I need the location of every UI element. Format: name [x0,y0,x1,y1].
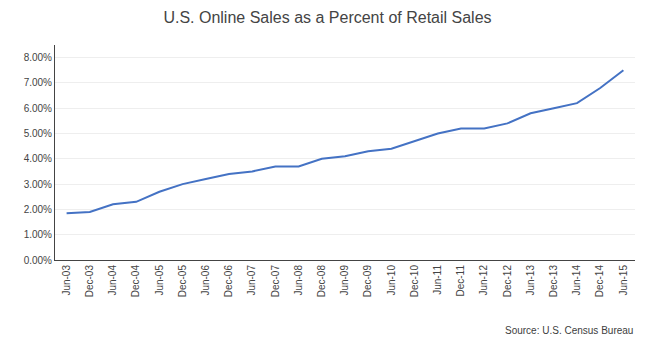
svg-text:Dec-03: Dec-03 [84,265,95,298]
svg-text:Dec-04: Dec-04 [130,265,141,298]
svg-text:Jun-06: Jun-06 [200,265,211,296]
svg-text:5.00%: 5.00% [24,128,52,139]
svg-text:Jun-08: Jun-08 [293,265,304,296]
svg-text:Jun-07: Jun-07 [246,265,257,296]
svg-text:Dec-13: Dec-13 [548,265,559,298]
svg-text:Dec-11: Dec-11 [455,265,466,297]
svg-text:Dec-05: Dec-05 [177,265,188,298]
svg-text:Jun-13: Jun-13 [525,265,536,296]
svg-text:Dec-07: Dec-07 [270,265,281,298]
svg-text:Dec-09: Dec-09 [362,265,373,298]
svg-text:3.00%: 3.00% [24,179,52,190]
svg-text:Jun-10: Jun-10 [386,265,397,296]
svg-text:0.00%: 0.00% [24,255,52,266]
svg-text:Jun-05: Jun-05 [154,265,165,296]
svg-text:8.00%: 8.00% [24,52,52,63]
svg-text:Jun-03: Jun-03 [61,265,72,296]
svg-text:4.00%: 4.00% [24,153,52,164]
svg-text:Dec-10: Dec-10 [409,265,420,298]
svg-text:1.00%: 1.00% [24,229,52,240]
svg-text:Jun-11: Jun-11 [432,265,443,295]
svg-text:2.00%: 2.00% [24,204,52,215]
svg-text:Dec-08: Dec-08 [316,265,327,298]
svg-text:Jun-04: Jun-04 [107,265,118,296]
svg-text:Dec-06: Dec-06 [223,265,234,298]
svg-text:Dec-14: Dec-14 [594,265,605,298]
svg-text:Jun-12: Jun-12 [478,265,489,296]
svg-text:Jun-09: Jun-09 [339,265,350,296]
svg-text:U.S. Online Sales as a Percent: U.S. Online Sales as a Percent of Retail… [163,9,491,26]
svg-text:Source: U.S. Census Bureau: Source: U.S. Census Bureau [505,325,633,336]
svg-text:Jun-15: Jun-15 [618,265,629,296]
svg-text:6.00%: 6.00% [24,103,52,114]
svg-text:Dec-12: Dec-12 [502,265,513,298]
svg-text:7.00%: 7.00% [24,77,52,88]
svg-text:Jun-14: Jun-14 [571,265,582,296]
